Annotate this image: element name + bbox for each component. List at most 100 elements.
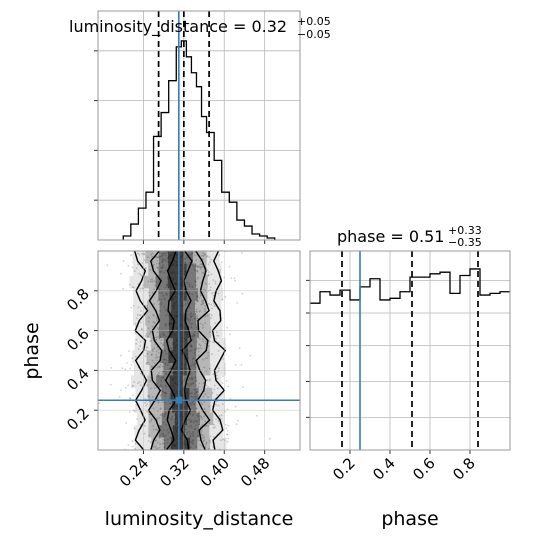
sample-point [172,342,175,345]
sample-point [172,343,175,346]
sample-point [189,432,191,435]
sample-point [165,269,168,272]
sample-point [179,348,182,351]
sample-point [201,437,204,439]
sample-point [164,412,167,414]
sample-point [173,389,176,391]
sample-point [182,341,184,343]
sample-point [160,303,162,306]
sample-point [153,361,156,364]
sample-point [158,372,160,375]
sample-point [198,310,201,313]
sample-point [175,343,178,346]
sample-point [191,357,194,360]
sample-point [135,342,138,345]
sample-point [139,384,142,387]
sample-point [206,248,208,250]
sample-point [164,362,167,365]
sample-point [173,428,176,431]
sample-point [150,353,153,356]
sample-point [160,379,163,382]
sample-point [163,358,166,361]
sample-point [171,443,174,446]
sample-point [195,379,198,382]
sample-point [156,346,159,348]
sample-point [160,270,163,273]
sample-point [149,331,152,333]
sample-point [170,446,173,449]
sample-point [172,280,174,283]
sample-point [209,441,211,444]
sample-point [235,423,238,426]
sample-point [206,269,209,271]
sample-point [163,334,166,336]
sample-point [169,376,172,379]
sample-point [201,265,204,268]
sample-point [211,307,213,310]
sample-point [210,273,213,276]
sample-point [190,421,192,423]
sample-point [174,386,177,389]
sample-point [172,410,174,413]
sample-point [161,264,164,267]
sample-point [195,407,198,410]
sample-point [249,354,252,357]
density-cell [149,400,211,413]
sample-point [170,355,173,357]
sample-point [170,445,173,448]
sample-point [147,291,150,294]
sample-point [175,428,178,430]
sample-point [191,442,194,444]
sample-point [164,401,167,404]
sample-point [174,414,177,416]
sample-point [147,363,150,366]
x-tick-label: 0.24 [116,454,152,490]
sample-point [140,273,142,276]
x-axis-label-phase: phase [381,508,438,530]
sample-point [181,382,183,384]
sample-point [151,252,154,255]
sample-point [188,306,191,309]
sample-point [147,280,150,283]
sample-point [174,333,176,335]
sample-point [151,350,154,352]
sample-point [169,367,172,370]
sample-point [161,370,164,373]
sample-point [155,339,158,341]
density-cell [163,362,197,376]
sample-point [195,384,198,387]
density-cell [163,437,198,450]
sample-point [132,305,135,307]
sample-point [157,348,160,351]
sample-point [169,286,172,289]
sample-point [148,363,151,365]
sample-point [210,258,213,261]
sample-point [188,283,191,286]
density-cell [147,375,206,388]
sample-point [180,323,183,326]
sample-point [148,420,151,423]
sample-point [196,296,198,299]
sample-point [180,317,183,320]
phase-histogram-marks [310,251,510,450]
sample-point [179,283,182,286]
sample-point [194,450,196,452]
density-cell [169,375,183,388]
sample-point [202,299,205,302]
sample-point [213,423,215,426]
sample-point [193,364,196,366]
sample-point [169,402,171,405]
sample-point [190,441,193,443]
density-cell [151,437,211,450]
sample-point [185,338,187,341]
sample-point [204,393,207,396]
sample-point [160,339,163,341]
density-cell [172,338,188,351]
sample-point [187,299,189,302]
sample-point [205,443,208,446]
sample-point [148,396,151,399]
sample-point [202,299,204,302]
sample-point [153,347,156,350]
sample-point [150,353,153,356]
